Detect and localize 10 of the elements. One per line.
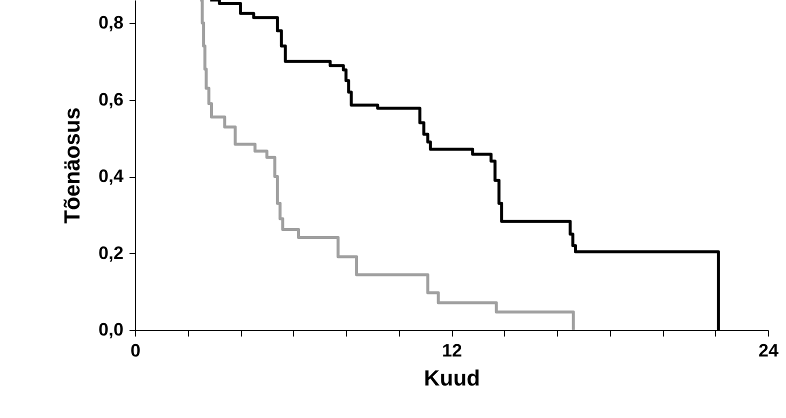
x-axis-title: Kuud: [424, 366, 480, 390]
y-tick-label: 0,2: [98, 242, 124, 263]
y-axis-title: Tõenäosus: [59, 107, 84, 224]
x-tick-label: 12: [442, 340, 462, 360]
y-tick-label: 0,0: [98, 320, 124, 340]
y-tick-label: 0,6: [98, 89, 124, 110]
x-tick-label: 0: [130, 340, 141, 360]
x-tick-label: 24: [758, 340, 779, 360]
y-tick-label: 0,8: [98, 12, 124, 33]
y-tick-label: 0,4: [98, 166, 124, 186]
